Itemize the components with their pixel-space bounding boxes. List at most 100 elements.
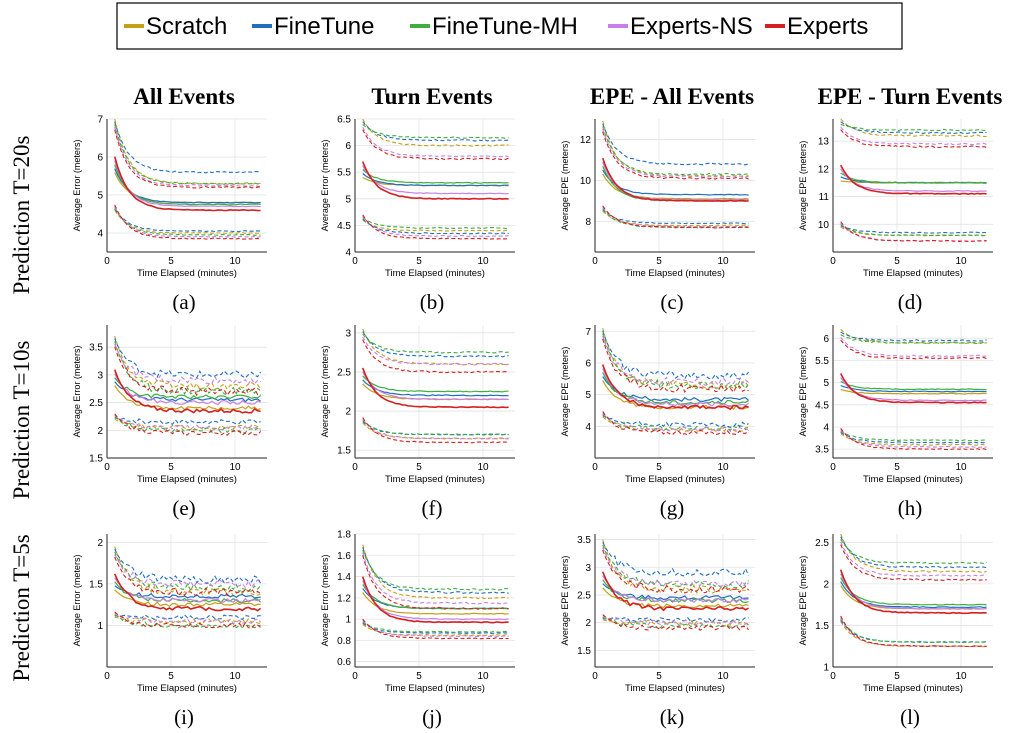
legend-entry: Scratch [124,13,227,40]
series-line-lower [114,205,261,238]
y-axis-label: Average Error (meters) [72,346,82,438]
series-line-upper [602,123,749,166]
series-line-lower [362,618,509,640]
chart-panel: 0 5 10 4 5 6 7 Time Elapsed (minutes) Average EP… [560,325,755,520]
y-tick-label: 3.5 [89,343,103,354]
series-line-upper [362,333,509,354]
y-tick-label: 1 [345,615,351,626]
y-tick-label: 4 [345,248,351,259]
row-label: Prediction T=10s [9,341,34,500]
legend-label: Experts-NS [630,13,753,40]
series-line-lower [840,221,987,242]
y-tick-label: 1.5 [577,646,591,657]
series-line-upper [840,123,987,132]
series-line-upper [602,120,749,178]
x-tick-label: 0 [352,671,358,682]
chart-panel: 0 5 10 10 11 12 13 Time Elapsed (minutes) Averag… [798,118,993,314]
x-tick-label: 10 [717,462,729,473]
x-tick-label: 0 [592,462,598,473]
series-line-upper [362,552,509,605]
series-line-lower [114,416,261,434]
chart-panel: 0 5 10 0.6 0.8 1 1.2 1.4 1.6 1.8 Time Elapsed (min… [320,530,515,729]
series-line-upper [840,544,987,582]
chart-panel: 0 5 10 3.5 4 4.5 5 5.5 6 Time Elapsed (minutes) Av… [798,325,993,520]
x-tick-label: 0 [830,671,836,682]
series-line-upper [602,128,749,178]
x-tick-label: 0 [830,462,836,473]
y-axis-label: Average Error (meters) [72,140,82,232]
y-tick-label: 5 [97,191,103,202]
x-axis-label: Time Elapsed (minutes) [385,474,485,485]
series-line-mean [362,592,509,615]
series-line-lower [602,206,749,228]
x-tick-label: 10 [955,256,967,267]
series-line-lower [114,209,261,234]
series-line-upper [840,126,987,146]
x-tick-label: 0 [352,462,358,473]
series-line-upper [840,339,987,360]
series-line-mean [361,576,509,624]
y-tick-label: 12 [818,164,830,175]
series-line-lower [362,215,509,238]
series-line-upper [114,129,261,189]
series-line-lower [114,207,261,236]
y-tick-label: 11 [819,192,830,203]
y-tick-label: 4 [97,229,103,240]
series-line-mean [114,373,261,406]
series-line-upper [840,536,987,569]
x-tick-label: 5 [894,256,900,267]
y-axis-label: Average Error (meters) [320,346,330,438]
series-line-lower [114,417,261,426]
series-line-mean [840,380,987,391]
series-line-mean [840,577,987,606]
series-line-mean [362,371,509,401]
series-line-mean [114,585,261,599]
series-line-mean [601,364,749,411]
series-line-lower [602,411,749,436]
series-line-mean [601,157,749,202]
legend-entry: FineTune-MH [410,13,578,40]
series-line-upper [602,328,750,390]
x-tick-label: 5 [168,256,174,267]
y-tick-label: 1.2 [337,593,351,604]
row-label: Prediction T=5s [9,534,34,681]
x-axis-label: Time Elapsed (minutes) [625,683,725,694]
x-tick-label: 0 [104,256,110,267]
series-line-upper [840,337,987,358]
y-tick-label: 2.5 [337,367,351,378]
y-tick-label: 1.6 [337,551,351,562]
series-line-mean [114,589,261,608]
y-tick-label: 3 [345,328,351,339]
series-line-mean [839,569,987,615]
series-line-upper [114,343,261,386]
x-tick-label: 0 [352,256,358,267]
y-tick-label: 5 [345,194,351,205]
x-tick-label: 5 [168,671,174,682]
series-line-lower [362,419,509,436]
x-tick-label: 5 [656,671,662,682]
panel-sublabel: (b) [420,290,445,314]
y-tick-label: 1 [97,621,103,632]
x-tick-label: 10 [955,671,967,682]
series-line-mean [114,164,261,206]
y-tick-label: 3 [97,370,103,381]
series-line-upper [840,533,987,573]
legend-label: FineTune-MH [432,13,578,40]
chart-panel: 0 5 10 1.5 2 2.5 3 3.5 Time Elapsed (minutes) Ave… [560,534,755,729]
series-line-mean [362,165,509,195]
series-line-upper [840,121,987,135]
x-tick-label: 10 [717,256,729,267]
chart-panel: 0 5 10 1.5 2 2.5 3 3.5 Time Elapsed (minutes) Ave… [72,325,267,520]
series-line-upper [362,555,509,610]
series-line-upper [840,541,987,577]
y-tick-label: 4 [823,422,829,433]
x-tick-label: 5 [416,256,422,267]
y-tick-label: 2.5 [577,590,591,601]
x-tick-label: 5 [894,671,900,682]
series-line-lower [840,430,987,442]
legend-label: Experts [787,13,868,40]
series-line-mean [113,573,262,612]
series-line-lower [114,616,261,625]
x-axis-label: Time Elapsed (minutes) [863,474,963,485]
